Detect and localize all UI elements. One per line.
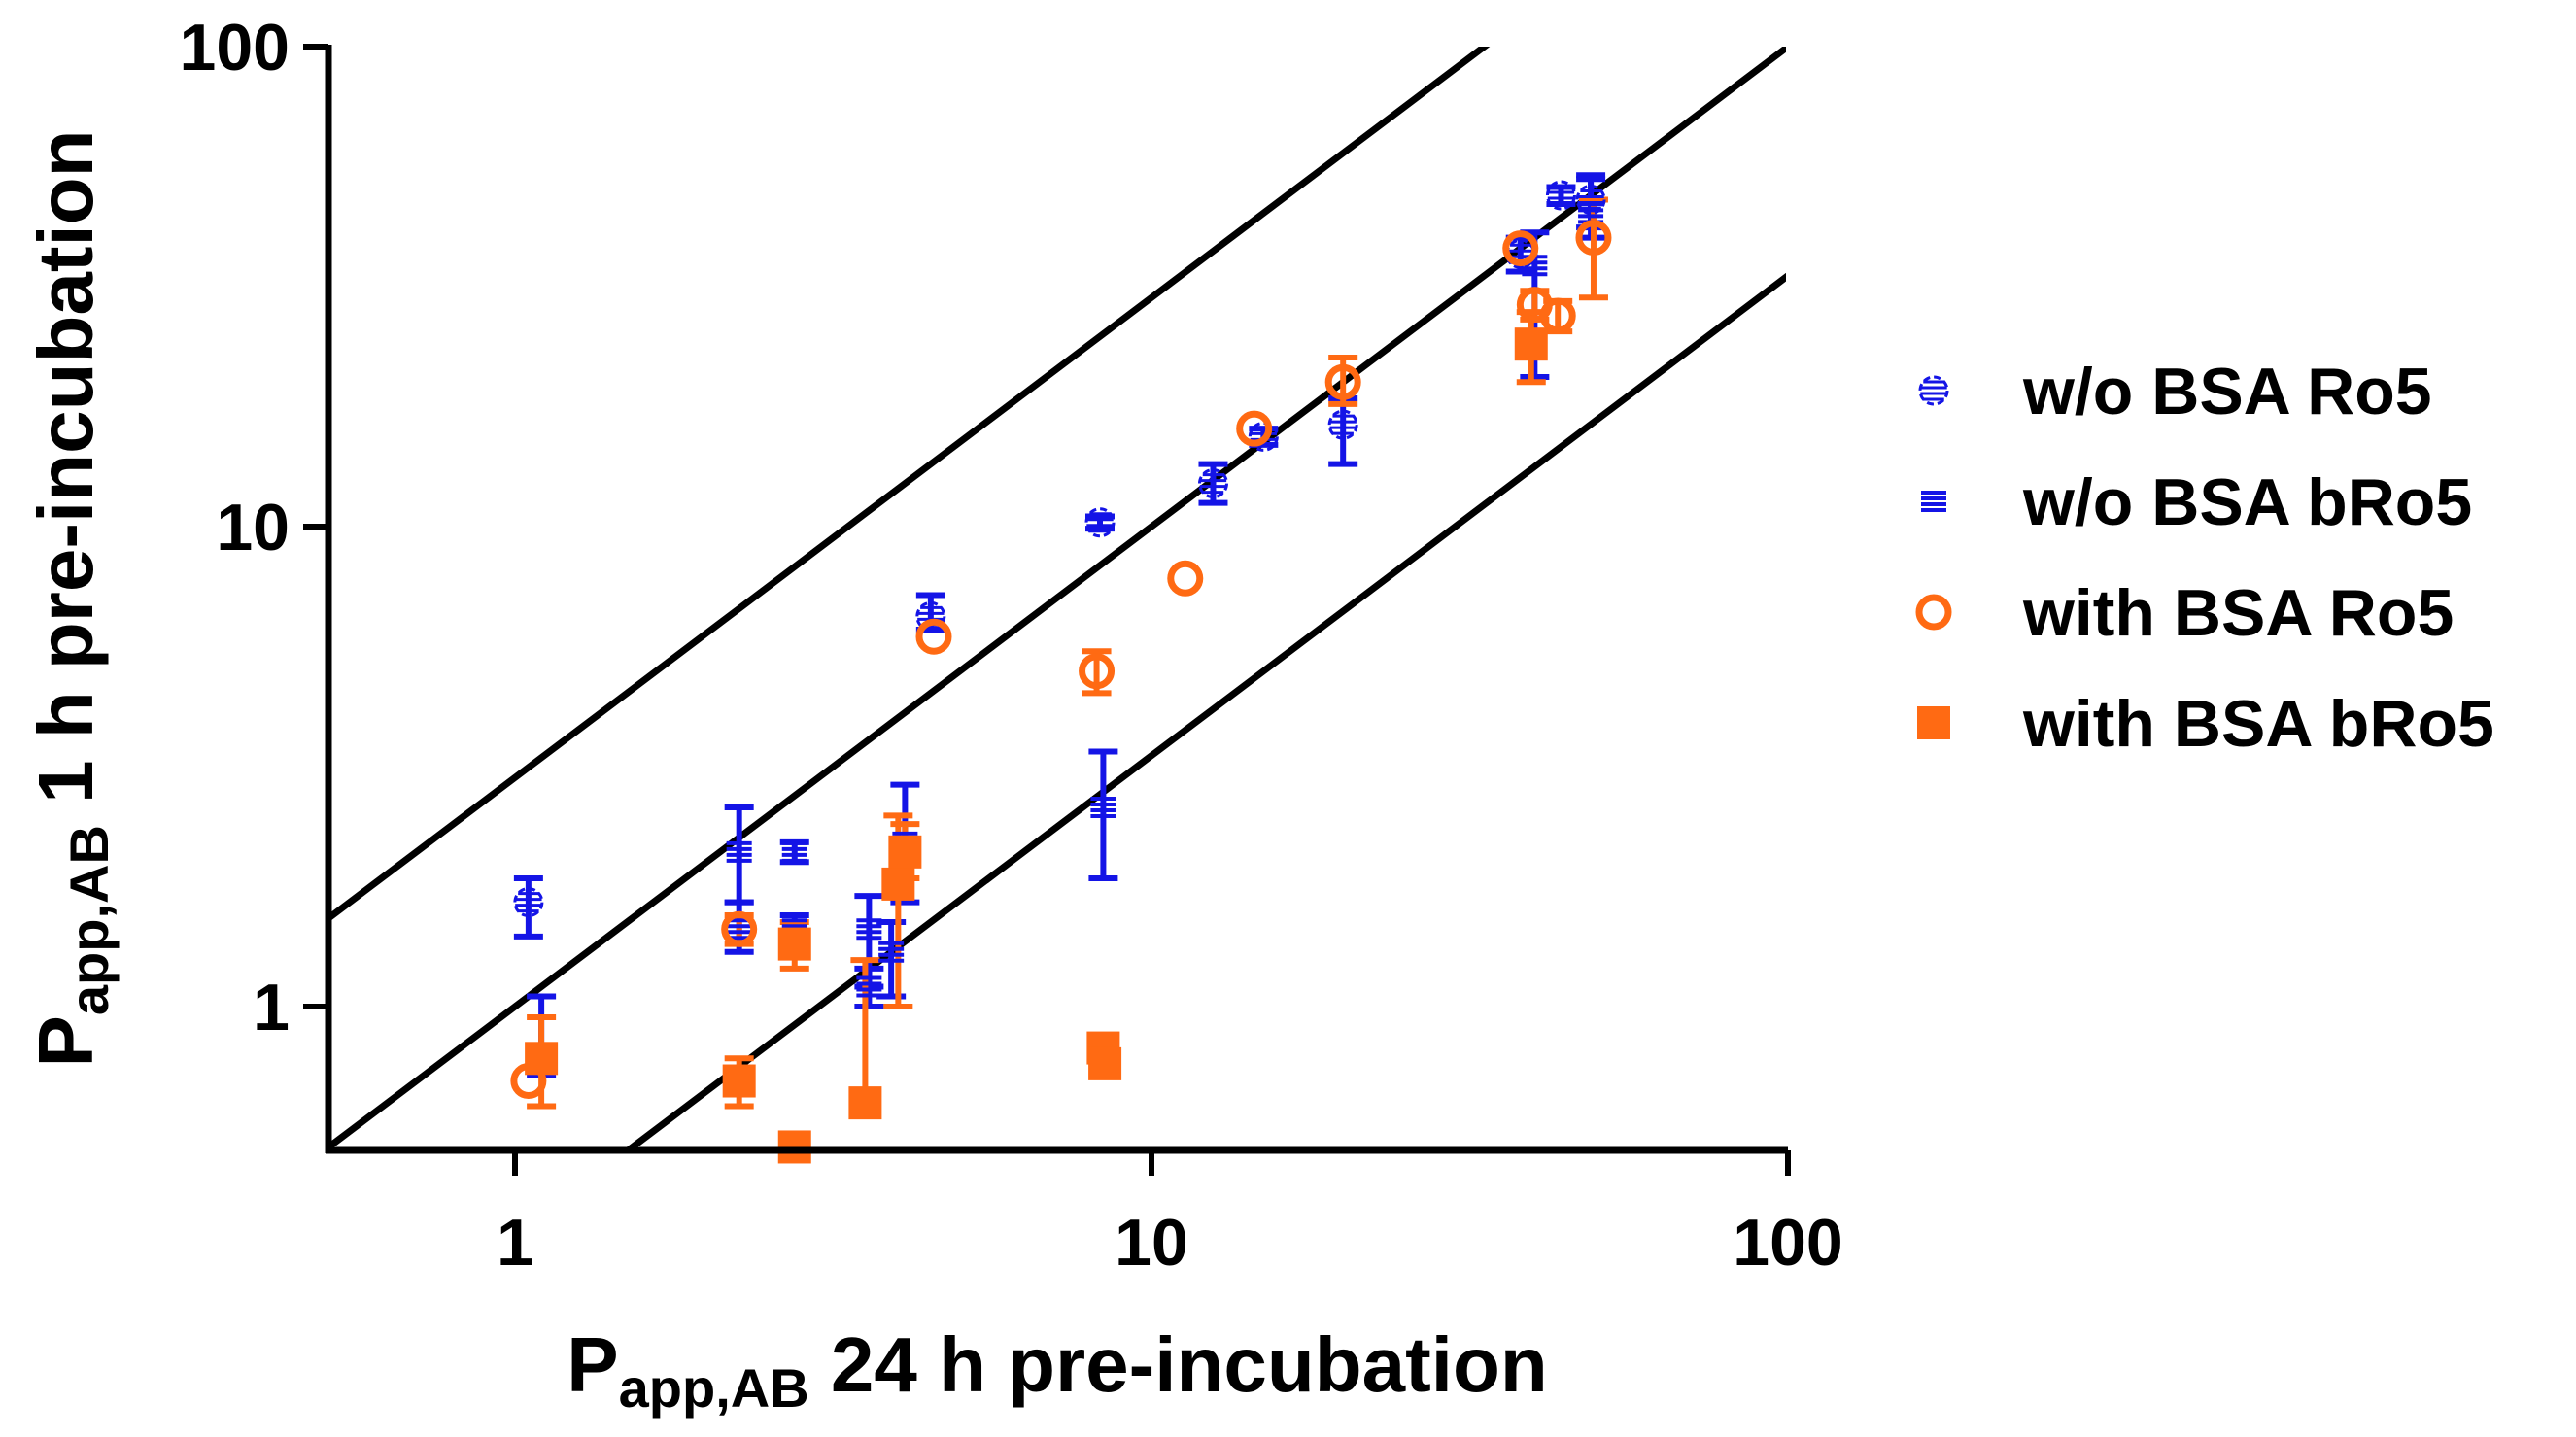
point-withBSA-Ro5 xyxy=(1324,363,1361,400)
point-withBSA-bRo5 xyxy=(722,1064,756,1098)
legend-item-woBSA-Ro5: w/o BSA Ro5 xyxy=(1918,355,2432,428)
y-tick-label: 10 xyxy=(216,491,290,565)
legend: w/o BSA Ro5 w/o BSA bRo5 with BSA Ro5 with … xyxy=(1915,355,2494,761)
point-withBSA-bRo5 xyxy=(777,927,811,961)
point-withBSA-bRo5 xyxy=(1088,1046,1122,1080)
point-withBSA-Ro5 xyxy=(1079,653,1116,690)
y-tick-label: 100 xyxy=(180,11,290,85)
point-woBSA-bRo5 xyxy=(1090,797,1116,819)
point-woBSA-bRo5 xyxy=(856,918,882,941)
x-tick-label: 100 xyxy=(1733,1206,1842,1280)
point-woBSA-Ro5 xyxy=(513,887,544,918)
y-axis-label: Papp,AB 1 h pre-incubation xyxy=(22,130,120,1068)
point-woBSA-bRo5 xyxy=(878,941,905,963)
upper-3-fold-line xyxy=(328,47,1491,923)
legend-marker-woBSA-Ro5 xyxy=(1918,375,1949,406)
legend-marker-woBSA-bRo5 xyxy=(1921,491,1946,512)
point-woBSA-Ro5 xyxy=(1545,180,1576,211)
error-bar-woBSA-Ro5 xyxy=(513,875,543,940)
legend-label: w/o BSA bRo5 xyxy=(2022,465,2472,539)
point-withBSA-Ro5 xyxy=(915,618,952,655)
legend-label: with BSA Ro5 xyxy=(2022,576,2454,650)
legend-marker-withBSA-Ro5 xyxy=(1915,594,1952,631)
point-withBSA-Ro5 xyxy=(1575,220,1612,257)
point-withBSA-Ro5 xyxy=(721,910,758,947)
x-tick-label: 1 xyxy=(497,1206,533,1280)
point-woBSA-Ro5 xyxy=(1084,507,1116,538)
lower-3-fold-line xyxy=(622,272,1786,1150)
legend-label: with BSA bRo5 xyxy=(2022,687,2494,761)
point-withBSA-Ro5 xyxy=(1236,410,1273,447)
point-withBSA-bRo5 xyxy=(777,1130,811,1164)
point-woBSA-bRo5 xyxy=(856,975,882,998)
point-woBSA-Ro5 xyxy=(1327,409,1358,440)
x-axis-label: Papp,AB 24 h pre-incubation xyxy=(567,1321,1547,1419)
error-bar-woBSA-Ro5 xyxy=(1198,461,1228,506)
legend-item-withBSA-bRo5: with BSA bRo5 xyxy=(1917,687,2494,761)
error-bar-woBSA-Ro5 xyxy=(1328,395,1358,467)
point-withBSA-bRo5 xyxy=(1514,327,1548,361)
legend-item-withBSA-Ro5: with BSA Ro5 xyxy=(1915,576,2454,650)
point-withBSA-Ro5 xyxy=(1502,230,1539,267)
y-tick-label: 1 xyxy=(253,971,290,1044)
error-bar-woBSA-bRo5 xyxy=(854,965,884,1009)
error-bar-woBSA-Ro5 xyxy=(1546,184,1576,207)
point-withBSA-bRo5 xyxy=(881,867,915,901)
point-woBSA-bRo5 xyxy=(781,840,807,863)
point-withBSA-bRo5 xyxy=(525,1042,559,1076)
legend-marker-withBSA-bRo5 xyxy=(1917,706,1950,739)
point-woBSA-bRo5 xyxy=(726,840,752,863)
point-withBSA-bRo5 xyxy=(848,1086,882,1120)
point-withBSA-bRo5 xyxy=(888,835,922,869)
point-withBSA-Ro5 xyxy=(1539,297,1576,334)
legend-item-woBSA-bRo5: w/o BSA bRo5 xyxy=(1921,465,2472,539)
x-tick-label: 10 xyxy=(1115,1206,1188,1280)
point-withBSA-Ro5 xyxy=(1167,560,1204,597)
point-woBSA-Ro5 xyxy=(1197,468,1228,499)
legend-label: w/o BSA Ro5 xyxy=(2022,355,2432,428)
identity-line xyxy=(328,47,1786,1150)
